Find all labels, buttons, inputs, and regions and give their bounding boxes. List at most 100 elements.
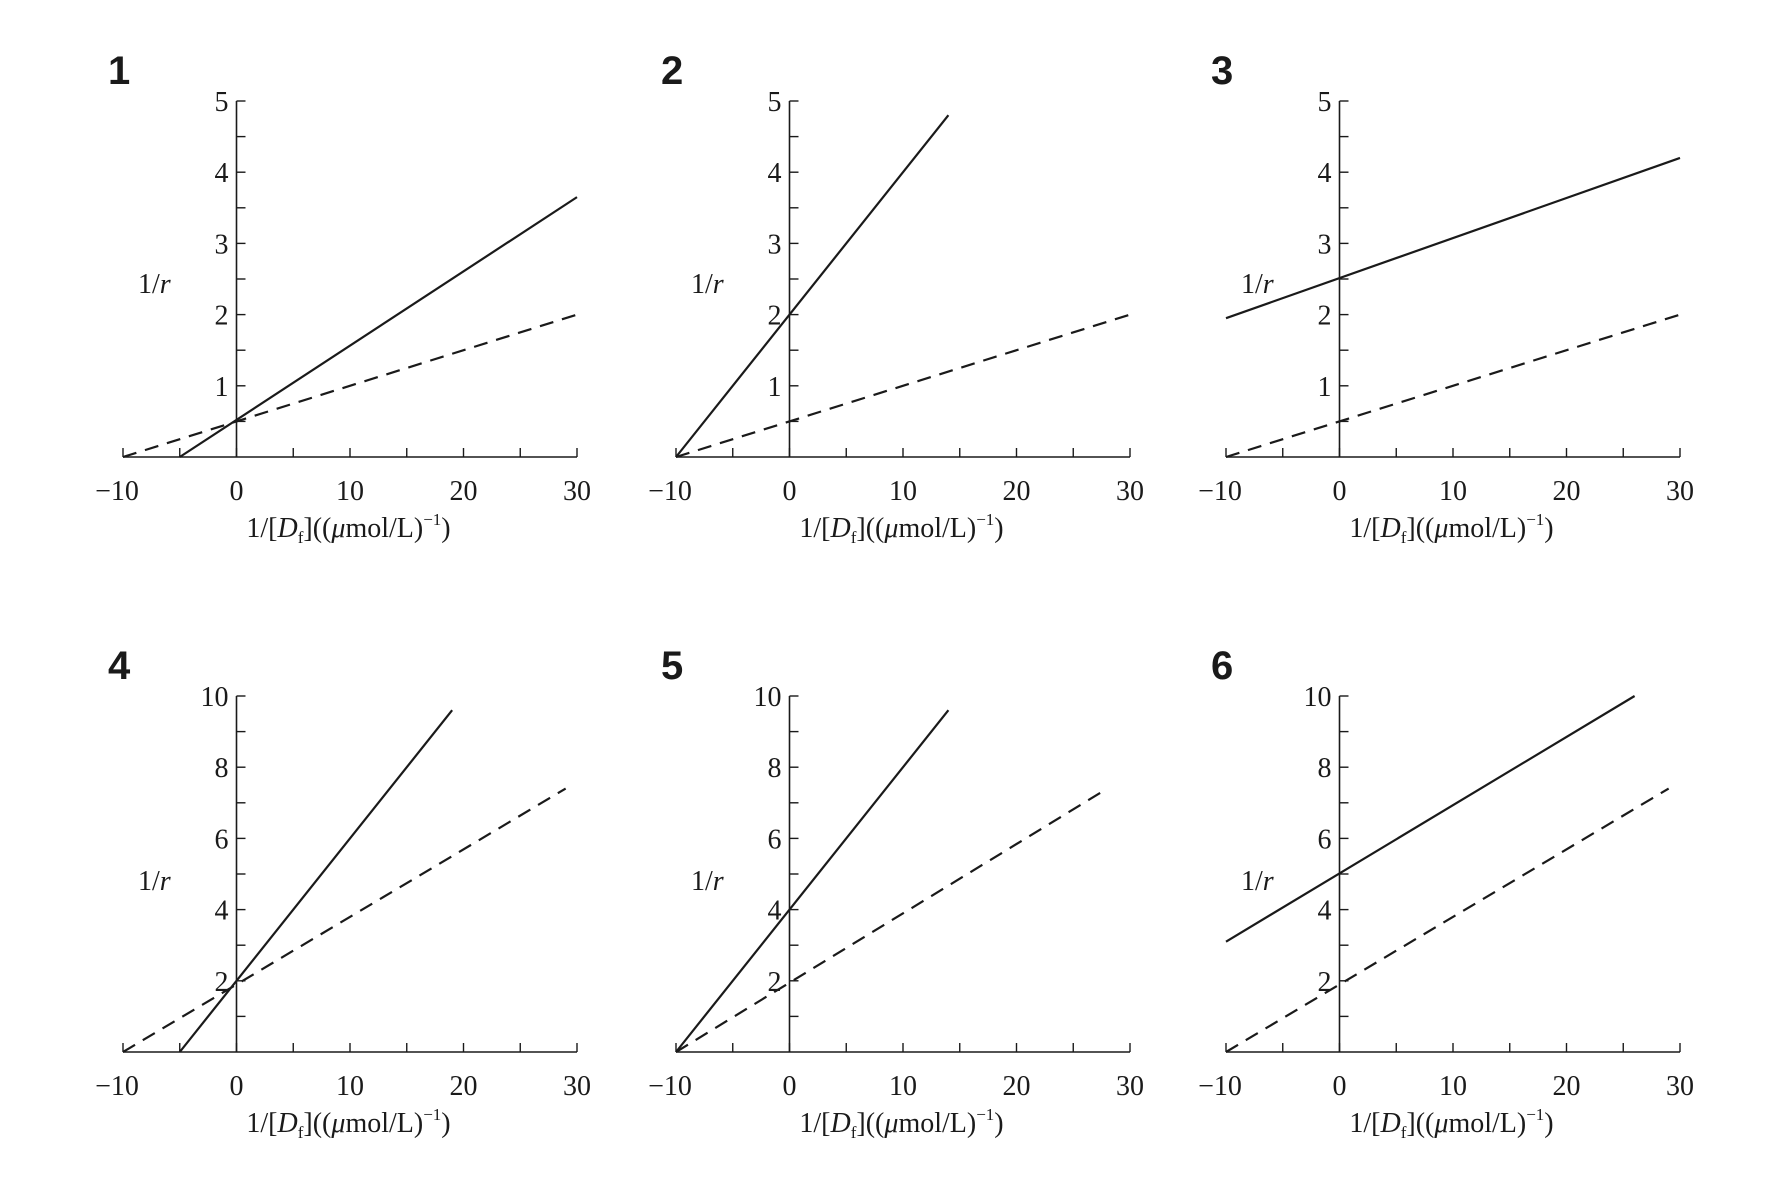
y-label-var: r <box>160 269 171 300</box>
panel-number: 3 <box>1211 49 1233 93</box>
panel-number: 5 <box>661 644 683 688</box>
y-tick-label: 4 <box>1318 158 1332 189</box>
y-axis-label: 1/r <box>691 866 724 897</box>
dashed-line <box>675 313 1131 459</box>
y-label-prefix: 1/ <box>138 269 160 300</box>
x-tick-label: −10 <box>95 1071 139 1102</box>
x-tick-label: 30 <box>1116 476 1144 507</box>
y-label-var: r <box>713 866 724 897</box>
y-tick-label: 1 <box>215 372 229 403</box>
y-tick-label: 2 <box>768 301 782 332</box>
y-label-var: r <box>1263 866 1274 897</box>
y-tick-label: 2 <box>768 967 782 998</box>
x-label-suffix: ) <box>1544 1108 1553 1139</box>
y-tick-label: 1 <box>1318 372 1332 403</box>
x-label-mu: μ <box>1433 1108 1448 1139</box>
x-tick-label: 10 <box>1439 1071 1467 1102</box>
x-tick-label: −10 <box>1198 1071 1242 1102</box>
solid-line <box>675 114 950 458</box>
x-label-suffix: ) <box>994 1108 1003 1139</box>
x-tick-label: 30 <box>1666 476 1694 507</box>
x-label-mid: ](( <box>303 1108 331 1139</box>
x-label-superscript: −1 <box>1526 1105 1544 1124</box>
y-tick-label: 4 <box>768 158 782 189</box>
x-label-var: D <box>1379 1108 1400 1139</box>
y-tick-label: 6 <box>1318 824 1332 855</box>
x-label-prefix: 1/[ <box>799 513 830 544</box>
x-label-superscript: −1 <box>423 1105 441 1124</box>
y-tick-label: 5 <box>768 87 782 118</box>
x-tick-label: 0 <box>1333 476 1347 507</box>
y-tick-label: 10 <box>754 682 782 713</box>
y-tick-label: 3 <box>215 229 229 260</box>
x-label-prefix: 1/[ <box>799 1108 830 1139</box>
dashed-line <box>122 313 578 459</box>
y-tick-label: 4 <box>215 896 229 927</box>
x-label-suffix: ) <box>994 513 1003 544</box>
y-axis-label: 1/r <box>1241 269 1274 300</box>
x-label-prefix: 1/[ <box>246 1108 277 1139</box>
y-axis-label: 1/r <box>138 866 171 897</box>
x-label-var: D <box>1379 513 1400 544</box>
x-tick-label: 0 <box>783 1071 797 1102</box>
x-tick-label: −10 <box>95 476 139 507</box>
x-tick-label: −10 <box>648 476 692 507</box>
x-axis-label: 1/[Df]((μmol/L)−1) <box>1349 510 1553 547</box>
x-label-mu: μ <box>883 513 898 544</box>
y-tick-label: 3 <box>768 229 782 260</box>
y-label-prefix: 1/ <box>138 866 160 897</box>
x-tick-label: −10 <box>1198 476 1242 507</box>
x-label-subscript: f <box>851 1123 857 1142</box>
x-label-superscript: −1 <box>1526 510 1544 529</box>
x-label-unit: mol/L) <box>1448 1108 1526 1139</box>
x-tick-label: 0 <box>230 476 244 507</box>
y-tick-label: 10 <box>1304 682 1332 713</box>
solid-line <box>178 709 454 1053</box>
x-label-superscript: −1 <box>976 1105 994 1124</box>
x-label-prefix: 1/[ <box>246 513 277 544</box>
panel-6: 6 −10 0 10 20 30 2 4 6 8 10 1/r 1/[Df]((μmol/L)−1) <box>1198 644 1694 1142</box>
y-tick-label: 3 <box>1318 229 1332 260</box>
y-label-prefix: 1/ <box>1241 866 1263 897</box>
x-tick-label: 30 <box>563 476 591 507</box>
x-label-var: D <box>829 513 850 544</box>
dashed-line <box>1225 787 1670 1053</box>
x-tick-label: 20 <box>1003 1071 1031 1102</box>
y-tick-label: 8 <box>215 753 229 784</box>
y-tick-label: 8 <box>768 753 782 784</box>
x-tick-label: 10 <box>1439 476 1467 507</box>
x-label-var: D <box>829 1108 850 1139</box>
y-tick-label: 4 <box>1318 896 1332 927</box>
dashed-line <box>675 787 1108 1053</box>
y-tick-label: 4 <box>215 158 229 189</box>
x-label-unit: mol/L) <box>898 1108 976 1139</box>
x-label-subscript: f <box>298 528 304 547</box>
x-label-subscript: f <box>298 1123 304 1142</box>
x-label-mid: ](( <box>303 513 331 544</box>
x-label-mid: ](( <box>1406 1108 1434 1139</box>
x-tick-label: 20 <box>1553 1071 1581 1102</box>
y-tick-label: 4 <box>768 896 782 927</box>
x-label-prefix: 1/[ <box>1349 1108 1380 1139</box>
x-label-prefix: 1/[ <box>1349 513 1380 544</box>
x-label-superscript: −1 <box>976 510 994 529</box>
x-label-mu: μ <box>330 513 345 544</box>
y-label-prefix: 1/ <box>691 269 713 300</box>
x-axis-label: 1/[Df]((μmol/L)−1) <box>246 1105 450 1142</box>
x-tick-label: 10 <box>336 1071 364 1102</box>
dashed-line <box>122 787 567 1053</box>
x-label-mid: ](( <box>856 513 884 544</box>
x-tick-label: 10 <box>889 1071 917 1102</box>
y-tick-label: 6 <box>768 824 782 855</box>
panel-number: 4 <box>108 644 131 688</box>
y-label-var: r <box>160 866 171 897</box>
x-tick-label: 30 <box>563 1071 591 1102</box>
x-label-mid: ](( <box>1406 513 1434 544</box>
x-label-var: D <box>276 1108 297 1139</box>
y-label-prefix: 1/ <box>1241 269 1263 300</box>
solid-line <box>1225 695 1636 943</box>
x-label-mu: μ <box>1433 513 1448 544</box>
x-tick-label: −10 <box>648 1071 692 1102</box>
